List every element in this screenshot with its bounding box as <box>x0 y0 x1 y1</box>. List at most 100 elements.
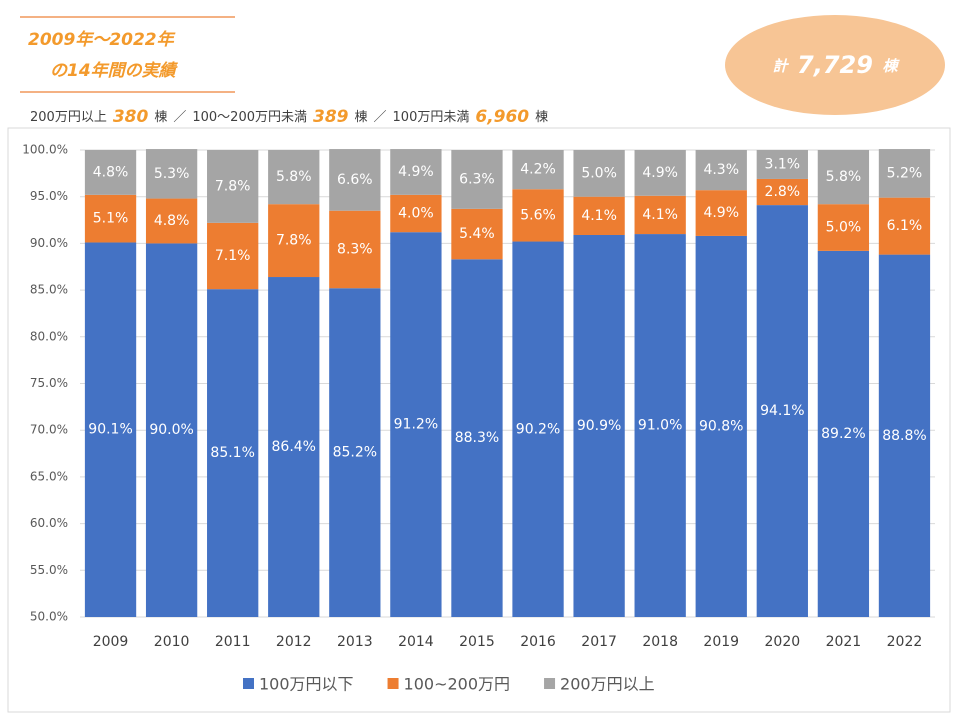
data-label: 4.1% <box>581 208 617 224</box>
data-label: 4.9% <box>398 164 434 180</box>
x-tick-label: 2019 <box>703 634 739 650</box>
summary-text: 棟 <box>154 110 167 125</box>
data-label: 7.8% <box>215 178 251 194</box>
data-label: 85.2% <box>333 445 377 461</box>
legend-swatch <box>387 678 399 689</box>
bar-segment <box>84 150 137 195</box>
data-label: 2.8% <box>765 184 801 200</box>
bar-segment <box>390 232 442 617</box>
bar-segment <box>145 243 198 617</box>
bar-segment <box>512 189 564 242</box>
x-tick-label: 2016 <box>520 634 556 650</box>
x-tick-label: 2009 <box>93 634 129 650</box>
data-label: 5.0% <box>826 220 862 236</box>
total-prefix: 計 <box>772 57 789 75</box>
summary-text: 棟 <box>355 110 368 125</box>
summary-text: 100万円未満 <box>393 110 470 125</box>
summary-text: 100～200万円未満 <box>192 110 307 125</box>
y-tick-label: 100.0% <box>22 143 68 157</box>
bar-segment <box>390 149 442 195</box>
data-label: 86.4% <box>272 439 316 455</box>
bar-segment <box>451 208 503 260</box>
chart-frame <box>7 127 951 713</box>
data-label: 5.8% <box>276 169 312 185</box>
x-tick-label: 2021 <box>826 634 862 650</box>
y-tick-label: 70.0% <box>30 423 68 437</box>
y-tick-label: 55.0% <box>30 563 68 577</box>
data-label: 6.6% <box>337 172 373 188</box>
x-tick-label: 2015 <box>459 634 495 650</box>
bar-segment <box>817 250 870 617</box>
data-label: 90.8% <box>699 418 743 434</box>
data-label: 4.9% <box>642 165 678 181</box>
bar-segment <box>512 150 564 190</box>
summary-text: 棟 <box>535 110 548 125</box>
data-label: 5.4% <box>459 226 495 242</box>
summary-text: ／ <box>173 110 186 125</box>
bar-segment <box>634 150 686 196</box>
x-tick-label: 2014 <box>398 634 434 650</box>
data-label: 88.3% <box>455 430 499 446</box>
legend-swatch <box>544 678 556 689</box>
total-badge <box>725 15 945 115</box>
bar-segment <box>695 190 747 236</box>
y-tick-label: 90.0% <box>30 236 68 250</box>
data-label: 3.1% <box>765 156 801 172</box>
x-tick-label: 2020 <box>765 634 801 650</box>
bar-segment <box>207 289 259 617</box>
data-label: 5.1% <box>93 211 129 227</box>
data-label: 6.3% <box>459 171 495 187</box>
data-label: 8.3% <box>337 241 373 257</box>
bar-segment <box>695 150 747 191</box>
bar-segment <box>756 178 808 206</box>
bar-segment <box>268 150 320 205</box>
data-label: 5.8% <box>826 169 862 185</box>
bar-segment <box>84 194 137 243</box>
y-tick-label: 60.0% <box>30 516 68 530</box>
y-tick-label: 65.0% <box>30 469 68 483</box>
bar-segment <box>756 205 808 617</box>
x-tick-label: 2017 <box>581 634 617 650</box>
data-label: 4.8% <box>154 213 190 229</box>
bar-segment <box>268 204 320 278</box>
data-label: 89.2% <box>821 426 865 442</box>
data-label: 5.6% <box>520 207 556 223</box>
legend-label: 100~200万円 <box>404 675 511 694</box>
bar-segment <box>573 150 625 197</box>
data-label: 90.9% <box>577 418 621 434</box>
bar-segment <box>573 234 625 617</box>
data-label: 7.8% <box>276 233 312 249</box>
bar-segment <box>390 194 442 233</box>
bar-segment <box>634 195 686 235</box>
summary-number: 6,960 <box>475 107 529 127</box>
data-label: 90.0% <box>149 422 193 438</box>
data-label: 4.3% <box>703 162 739 178</box>
summary-text: ／ <box>374 110 387 125</box>
summary-number: 389 <box>313 107 349 127</box>
bar-segment <box>145 149 198 199</box>
bar-segment <box>145 198 198 244</box>
data-label: 90.2% <box>516 421 560 437</box>
bar-segment <box>878 197 931 255</box>
data-label: 4.1% <box>642 207 678 223</box>
legend-label: 200万円以上 <box>560 675 655 694</box>
data-label: 88.8% <box>882 428 926 444</box>
x-tick-label: 2022 <box>887 634 923 650</box>
data-label: 5.0% <box>581 165 617 181</box>
bar-segment <box>634 234 686 617</box>
x-tick-label: 2011 <box>215 634 251 650</box>
bar-segment <box>329 149 381 211</box>
bar-segment <box>756 150 808 179</box>
y-tick-label: 50.0% <box>30 610 68 624</box>
bar-segment <box>512 241 564 618</box>
y-tick-label: 80.0% <box>30 329 68 343</box>
data-label: 4.0% <box>398 206 434 222</box>
x-tick-label: 2010 <box>154 634 190 650</box>
bar-segment <box>207 150 259 223</box>
bar-segment <box>573 196 625 235</box>
data-label: 85.1% <box>210 445 254 461</box>
bar-segment <box>329 288 381 617</box>
legend-swatch <box>243 678 254 689</box>
data-label: 94.1% <box>760 403 804 419</box>
